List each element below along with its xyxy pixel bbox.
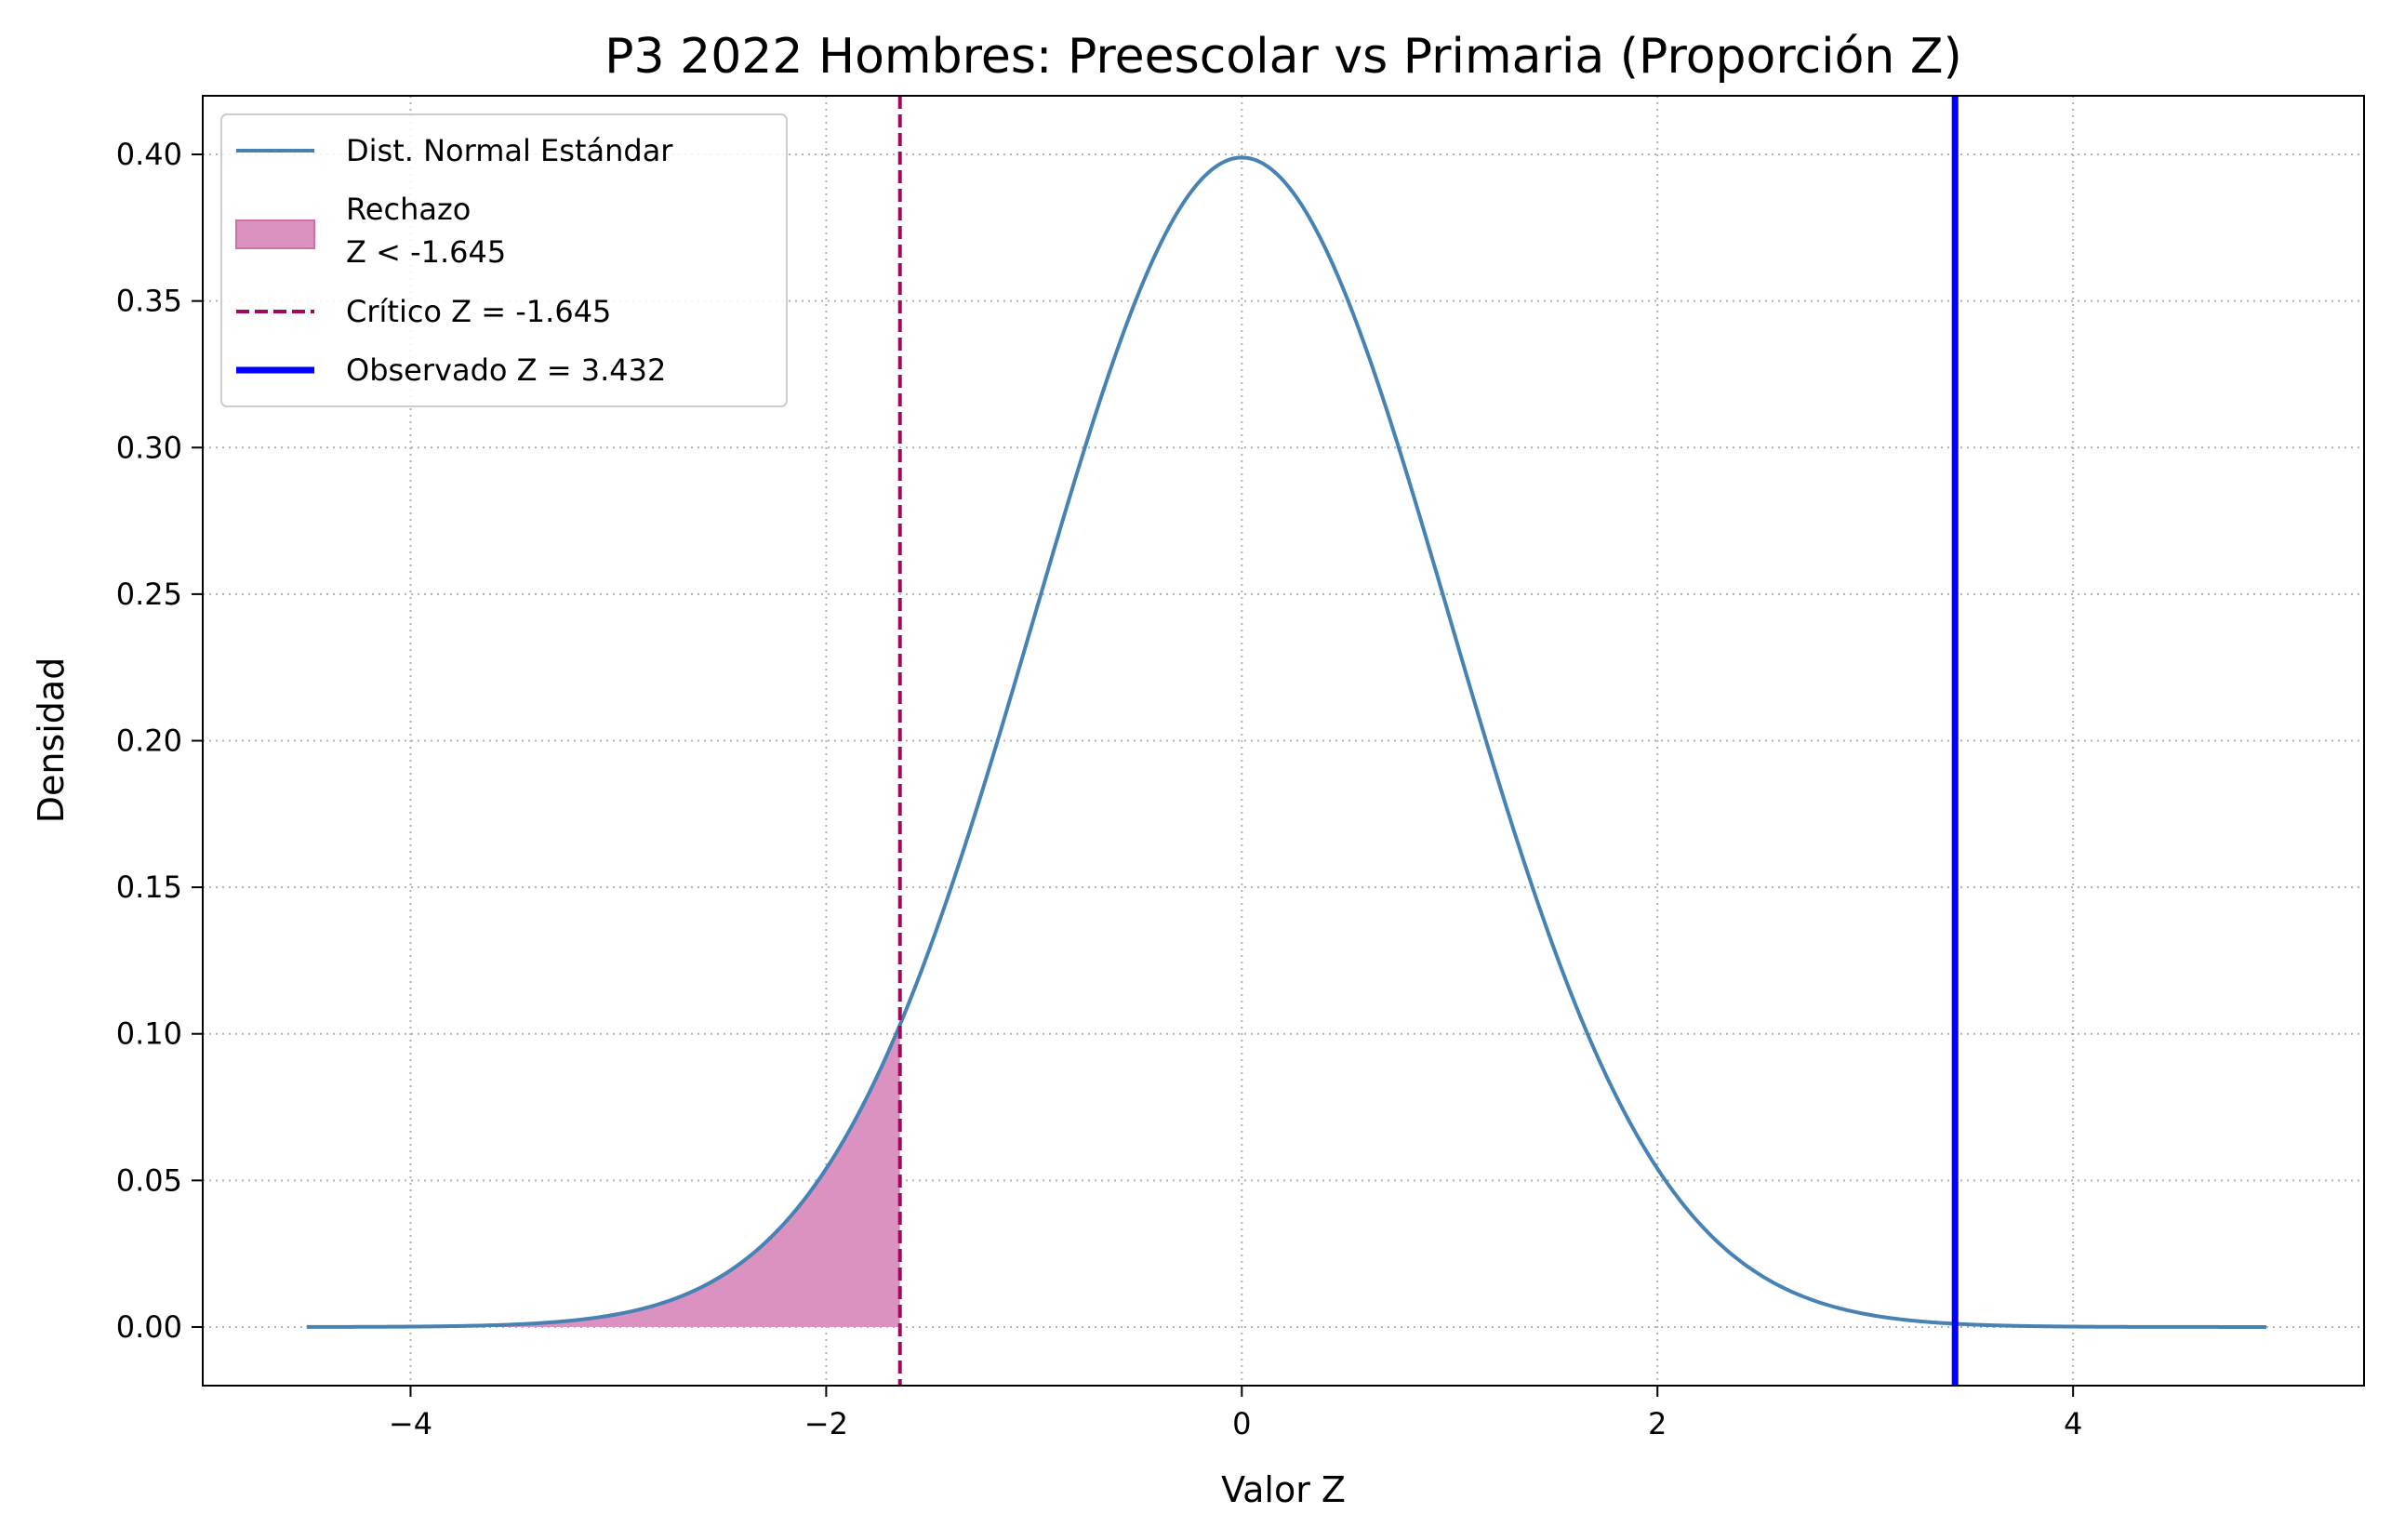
legend-label-area-line2: Z < -1.645 [346, 234, 506, 270]
chart-title: P3 2022 Hombres: Preescolar vs Primaria … [604, 29, 1962, 85]
legend-label-curve: Dist. Normal Estándar [346, 133, 673, 168]
x-axis-label: Valor Z [1221, 1469, 1346, 1510]
legend-area-handle [235, 219, 315, 249]
y-tick-label: 0.10 [116, 1016, 182, 1052]
grid [203, 96, 2364, 1386]
series-layer [306, 96, 2266, 1386]
normal-curve [306, 155, 2266, 1329]
x-tick-label: 4 [2064, 1406, 2082, 1441]
rejection-area [306, 1024, 900, 1327]
y-tick-label: 0.30 [116, 430, 182, 465]
y-tick-label: 0.05 [116, 1162, 182, 1198]
y-tick-label: 0.25 [116, 577, 182, 612]
y-tick-label: 0.20 [116, 724, 182, 759]
y-axis-label: Densidad [31, 657, 72, 824]
x-tick-label: 2 [1648, 1406, 1667, 1441]
legend-label-observed: Observado Z = 3.432 [346, 352, 666, 388]
x-tick-label: −2 [804, 1406, 848, 1441]
legend: Dist. Normal Estándar Rechazo Z < -1.645 Cr… [220, 113, 788, 407]
x-tick-label: −4 [389, 1406, 432, 1441]
legend-label-critical: Crítico Z = -1.645 [346, 294, 611, 329]
y-tick-label: 0.35 [116, 284, 182, 319]
y-tick-label: 0.15 [116, 870, 182, 905]
x-tick-label: 0 [1232, 1406, 1251, 1441]
y-tick-label: 0.00 [116, 1309, 182, 1345]
x-axis: −4 −2 0 2 4 [389, 1386, 2082, 1441]
y-tick-label: 0.40 [116, 137, 182, 172]
y-axis: 0.00 0.05 0.10 0.15 0.20 0.25 0.30 0.35 0.40 [116, 137, 203, 1345]
legend-box [220, 113, 788, 407]
legend-label-area-line1: Rechazo [346, 192, 471, 227]
